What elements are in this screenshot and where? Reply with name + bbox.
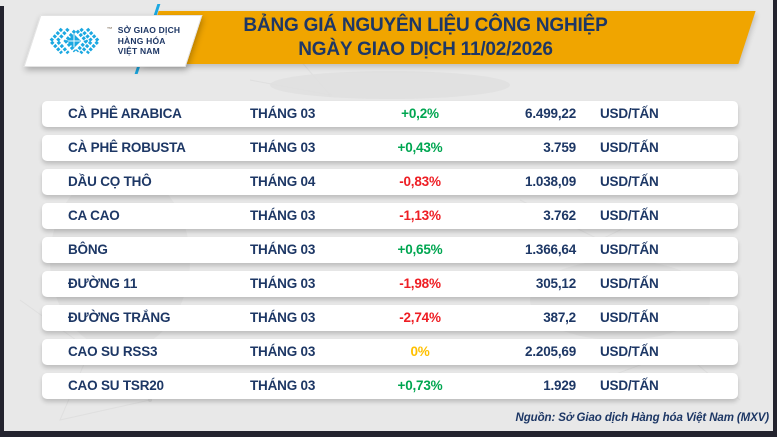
- table-row: BÔNG THÁNG 03 +0,65% 1.366,64 USD/TẤN: [42, 237, 738, 263]
- contract-month: THÁNG 03: [250, 106, 316, 121]
- price-unit: USD/TẤN: [600, 106, 659, 121]
- price-change-percent: +0,43%: [397, 140, 443, 155]
- price-value: 2.205,69: [525, 344, 576, 359]
- mxv-logo-icon: [48, 27, 101, 55]
- logo-text-line1: SỞ GIAO DỊCH: [117, 25, 181, 36]
- contract-month: THÁNG 03: [250, 378, 316, 393]
- price-value: 387,2: [543, 310, 576, 325]
- table-row: CÀ PHÊ ROBUSTA THÁNG 03 +0,43% 3.759 USD/TẤN: [42, 135, 738, 161]
- price-unit: USD/TẤN: [600, 140, 659, 155]
- contract-month: THÁNG 03: [250, 140, 316, 155]
- frame-edge-bottom: [0, 431, 777, 437]
- price-value: 1.929: [543, 378, 576, 393]
- price-unit: USD/TẤN: [600, 242, 659, 257]
- logo-text-line2: HÀNG HÓA: [117, 35, 166, 46]
- table-row: ĐƯỜNG TRẮNG THÁNG 03 -2,74% 387,2 USD/TẤN: [42, 305, 738, 331]
- table-row: CA CAO THÁNG 03 -1,13% 3.762 USD/TẤN: [42, 203, 738, 229]
- commodity-name: CÀ PHÊ ARABICA: [68, 106, 182, 121]
- commodity-name: BÔNG: [68, 242, 108, 257]
- page-title-line1: BẢNG GIÁ NGUYÊN LIỆU CÔNG NGHIỆP: [243, 14, 608, 36]
- table-row: DẦU CỌ THÔ THÁNG 04 -0,83% 1.038,09 USD/TẤN: [42, 169, 738, 195]
- commodity-name: CAO SU TSR20: [68, 378, 164, 393]
- price-change-percent: -2,74%: [399, 310, 441, 325]
- frame-edge-right: [773, 0, 777, 437]
- contract-month: THÁNG 04: [250, 174, 316, 189]
- page-title-line2: NGÀY GIAO DỊCH 11/02/2026: [298, 38, 553, 60]
- price-change-percent: +0,65%: [397, 242, 443, 257]
- price-value: 1.366,64: [525, 242, 576, 257]
- price-unit: USD/TẤN: [600, 310, 659, 325]
- page-title: BẢNG GIÁ NGUYÊN LIỆU CÔNG NGHIỆP NGÀY GI…: [150, 11, 747, 64]
- price-value: 3.762: [543, 208, 576, 223]
- contract-month: THÁNG 03: [250, 208, 316, 223]
- source-attribution: Nguồn: Sở Giao dịch Hàng hóa Việt Nam (M…: [515, 412, 770, 424]
- commodity-name: CAO SU RSS3: [68, 344, 158, 359]
- price-unit: USD/TẤN: [600, 378, 659, 393]
- price-value: 1.038,09: [525, 174, 576, 189]
- price-value: 3.759: [543, 140, 576, 155]
- price-unit: USD/TẤN: [600, 174, 659, 189]
- contract-month: THÁNG 03: [250, 344, 316, 359]
- price-unit: USD/TẤN: [600, 276, 659, 291]
- price-change-percent: -1,13%: [399, 208, 441, 223]
- commodity-name: ĐƯỜNG 11: [68, 276, 138, 291]
- commodity-name: CA CAO: [68, 208, 120, 223]
- price-change-percent: -0,83%: [399, 174, 441, 189]
- contract-month: THÁNG 03: [250, 310, 316, 325]
- mxv-logo: ™ SỞ GIAO DỊCH HÀNG HÓA VIỆT NAM: [23, 15, 203, 67]
- price-unit: USD/TẤN: [600, 344, 659, 359]
- mxv-logo-text: SỞ GIAO DỊCH HÀNG HÓA VIỆT NAM: [118, 25, 181, 57]
- trademark-symbol: ™: [106, 27, 113, 33]
- price-change-percent: +0,73%: [397, 378, 443, 393]
- logo-text-line3: VIỆT NAM: [117, 46, 160, 57]
- table-row: CAO SU RSS3 THÁNG 03 0% 2.205,69 USD/TẤN: [42, 339, 738, 365]
- price-unit: USD/TẤN: [600, 208, 659, 223]
- table-row: ĐƯỜNG 11 THÁNG 03 -1,98% 305,12 USD/TẤN: [42, 271, 738, 297]
- commodity-name: DẦU CỌ THÔ: [68, 174, 152, 189]
- price-change-percent: +0,2%: [401, 106, 439, 121]
- commodity-name: CÀ PHÊ ROBUSTA: [68, 140, 186, 155]
- frame-edge-left: [0, 6, 4, 437]
- price-change-percent: -1,98%: [399, 276, 441, 291]
- table-row: CÀ PHÊ ARABICA THÁNG 03 +0,2% 6.499,22 USD/T…: [42, 101, 738, 127]
- price-change-percent: 0%: [410, 344, 430, 359]
- contract-month: THÁNG 03: [250, 242, 316, 257]
- contract-month: THÁNG 03: [250, 276, 316, 291]
- table-row: CAO SU TSR20 THÁNG 03 +0,73% 1.929 USD/TẤN: [42, 373, 738, 399]
- commodity-name: ĐƯỜNG TRẮNG: [68, 310, 171, 325]
- price-value: 305,12: [535, 276, 576, 291]
- price-value: 6.499,22: [525, 106, 576, 121]
